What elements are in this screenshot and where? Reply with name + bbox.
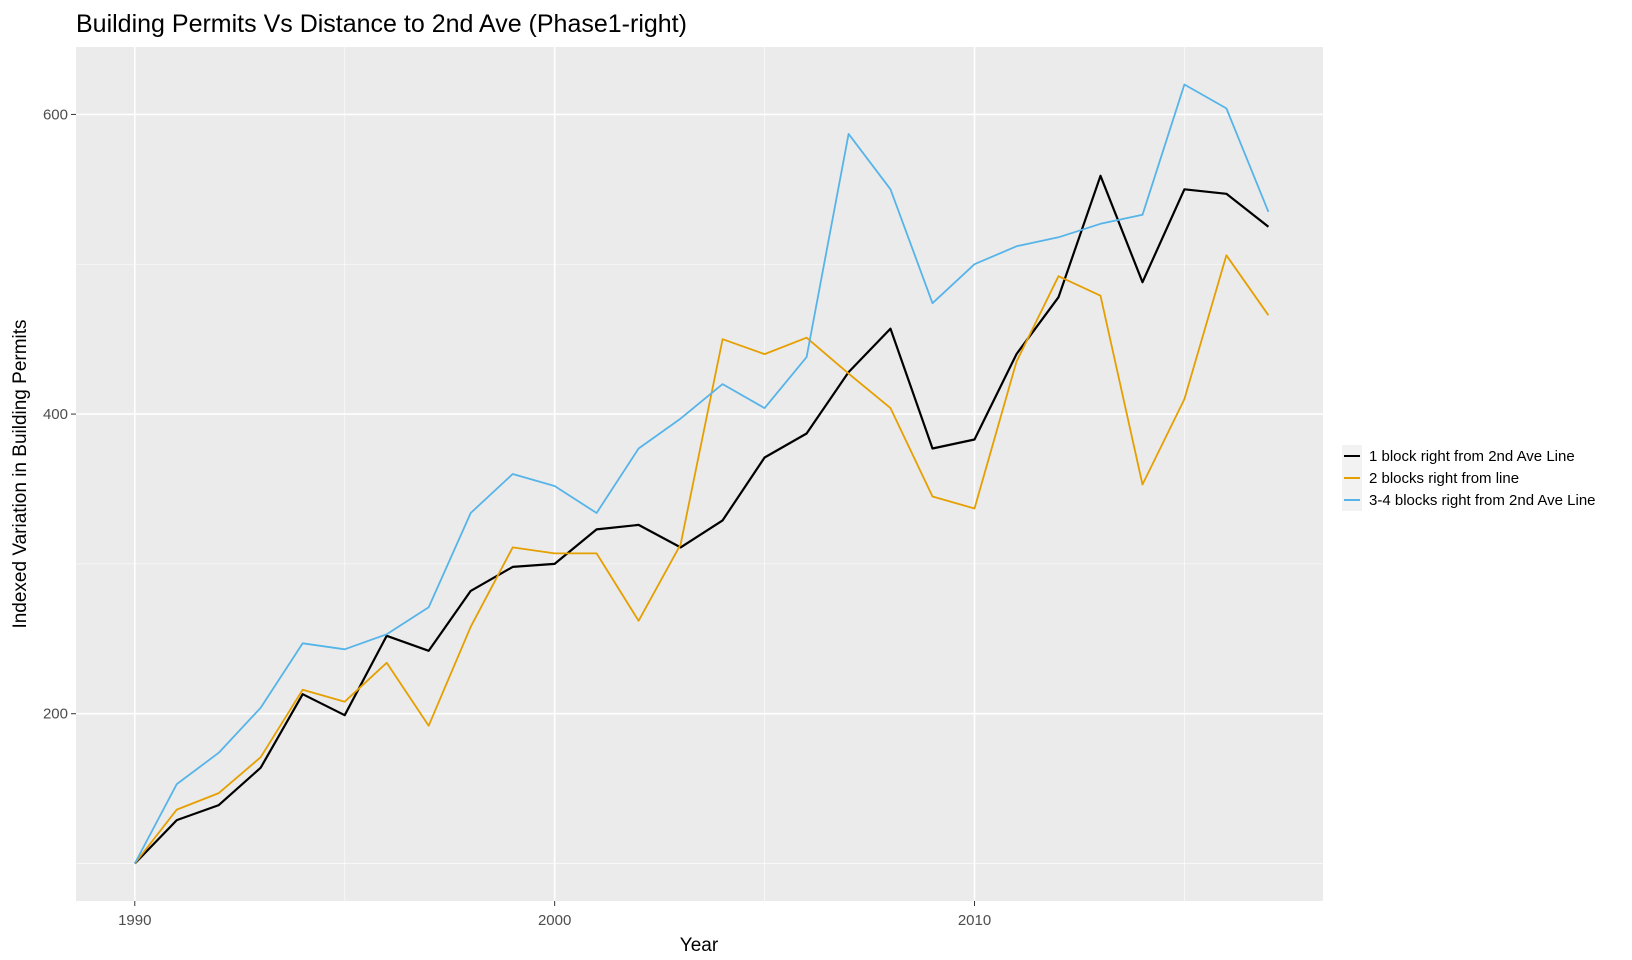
legend-label-1: 1 block right from 2nd Ave Line — [1369, 448, 1575, 465]
x-axis-title: Year — [680, 935, 719, 956]
x-tick-label: 2010 — [958, 912, 991, 929]
plot-panel — [76, 47, 1323, 901]
y-tick-label: 400 — [43, 406, 68, 423]
x-tick-label: 2000 — [538, 912, 571, 929]
chart-title: Building Permits Vs Distance to 2nd Ave … — [76, 10, 687, 38]
grid-major — [76, 47, 1323, 901]
x-axis-ticks: 1990 2000 2010 — [118, 901, 991, 929]
y-axis-title: Indexed Variation in Building Permits — [10, 319, 31, 628]
y-tick-label: 600 — [43, 106, 68, 123]
series-line-2 — [134, 254, 1270, 865]
y-axis-ticks: 200 400 600 — [43, 106, 76, 723]
x-tick-label: 1990 — [118, 912, 151, 929]
series-line-1 — [134, 174, 1270, 865]
legend-label-2: 2 blocks right from line — [1369, 470, 1519, 487]
series-line-3 — [134, 83, 1270, 864]
series-lines — [134, 83, 1270, 865]
y-tick-label: 200 — [43, 706, 68, 723]
legend: 1 block right from 2nd Ave Line 2 blocks … — [1342, 445, 1596, 511]
legend-label-3: 3-4 blocks right from 2nd Ave Line — [1369, 492, 1596, 509]
